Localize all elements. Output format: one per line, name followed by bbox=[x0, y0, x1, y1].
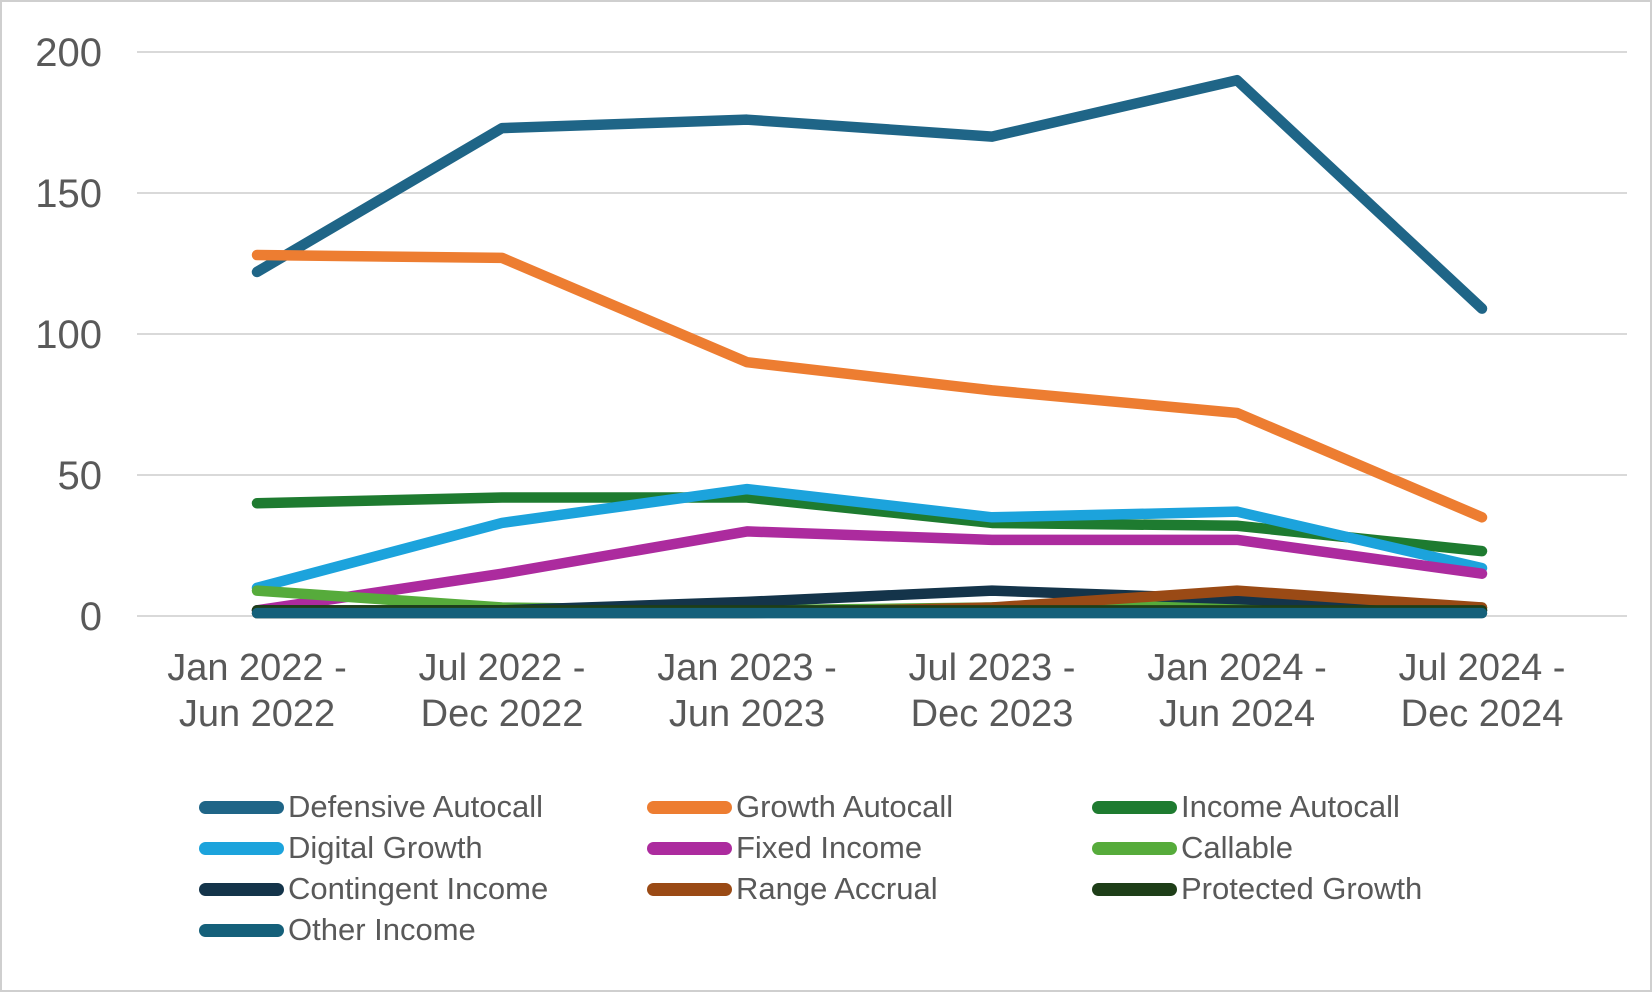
legend-item-growth-autocall: Growth Autocall bbox=[647, 789, 954, 824]
legend-swatch-icon bbox=[199, 841, 284, 855]
line-growth-autocall bbox=[251, 249, 1488, 523]
legend-swatch-icon bbox=[199, 923, 284, 937]
y-axis-tick-label: 200 bbox=[35, 31, 102, 75]
line-fixed-income bbox=[251, 526, 1488, 616]
legend-label: Callable bbox=[1181, 830, 1294, 865]
legend-label: Defensive Autocall bbox=[288, 789, 544, 824]
legend-label: Protected Growth bbox=[1181, 871, 1423, 906]
legend-swatch-icon bbox=[647, 882, 732, 896]
legend-label: Income Autocall bbox=[1181, 789, 1400, 824]
legend-item-contingent-income: Contingent Income bbox=[199, 871, 549, 906]
legend-item-income-autocall: Income Autocall bbox=[1092, 789, 1400, 824]
line-chart-plot: 0 50 100 150 200 Jan 2022 -Jun 2022 Jul 2022 -… bbox=[35, 31, 1627, 735]
legend-item-fixed-income: Fixed Income bbox=[647, 830, 923, 865]
y-axis-tick-label: 100 bbox=[35, 313, 102, 357]
x-axis-tick-label: Jul 2024 -Dec 2024 bbox=[1399, 647, 1566, 735]
line-defensive-autocall bbox=[251, 74, 1488, 314]
line-digital-growth bbox=[251, 483, 1488, 594]
legend-label: Contingent Income bbox=[288, 871, 549, 906]
legend-item-other-income: Other Income bbox=[199, 912, 476, 947]
legend-item-range-accrual: Range Accrual bbox=[647, 871, 938, 906]
y-axis-tick-label: 150 bbox=[35, 172, 102, 216]
legend-swatch-icon bbox=[199, 800, 284, 814]
x-axis-tick-label: Jan 2024 -Jun 2024 bbox=[1147, 647, 1327, 735]
chart-legend: Defensive Autocall Growth Autocall Income … bbox=[2, 785, 1650, 970]
legend-label: Digital Growth bbox=[288, 830, 483, 865]
x-axis-tick-label: Jul 2022 -Dec 2022 bbox=[419, 647, 586, 735]
legend-swatch-icon bbox=[647, 800, 732, 814]
y-axis-tick-label: 0 bbox=[80, 595, 102, 639]
legend-swatch-icon bbox=[1092, 882, 1177, 896]
legend-item-callable: Callable bbox=[1092, 830, 1294, 865]
x-axis-tick-label: Jan 2023 -Jun 2023 bbox=[657, 647, 837, 735]
legend-swatch-icon bbox=[647, 841, 732, 855]
legend-item-protected-growth: Protected Growth bbox=[1092, 871, 1423, 906]
legend-item-defensive-autocall: Defensive Autocall bbox=[199, 789, 544, 824]
line-income-autocall bbox=[251, 492, 1488, 557]
legend-label: Other Income bbox=[288, 912, 476, 947]
legend-swatch-icon bbox=[1092, 800, 1177, 814]
x-axis-tick-label: Jan 2022 -Jun 2022 bbox=[167, 647, 347, 735]
legend-label: Range Accrual bbox=[736, 871, 938, 906]
legend-swatch-icon bbox=[199, 882, 284, 896]
y-axis-tick-label: 50 bbox=[58, 454, 103, 498]
x-axis-tick-label: Jul 2023 -Dec 2023 bbox=[909, 647, 1076, 735]
legend-label: Growth Autocall bbox=[736, 789, 954, 824]
legend-item-digital-growth: Digital Growth bbox=[199, 830, 483, 865]
legend-label: Fixed Income bbox=[736, 830, 923, 865]
legend-swatch-icon bbox=[1092, 841, 1177, 855]
